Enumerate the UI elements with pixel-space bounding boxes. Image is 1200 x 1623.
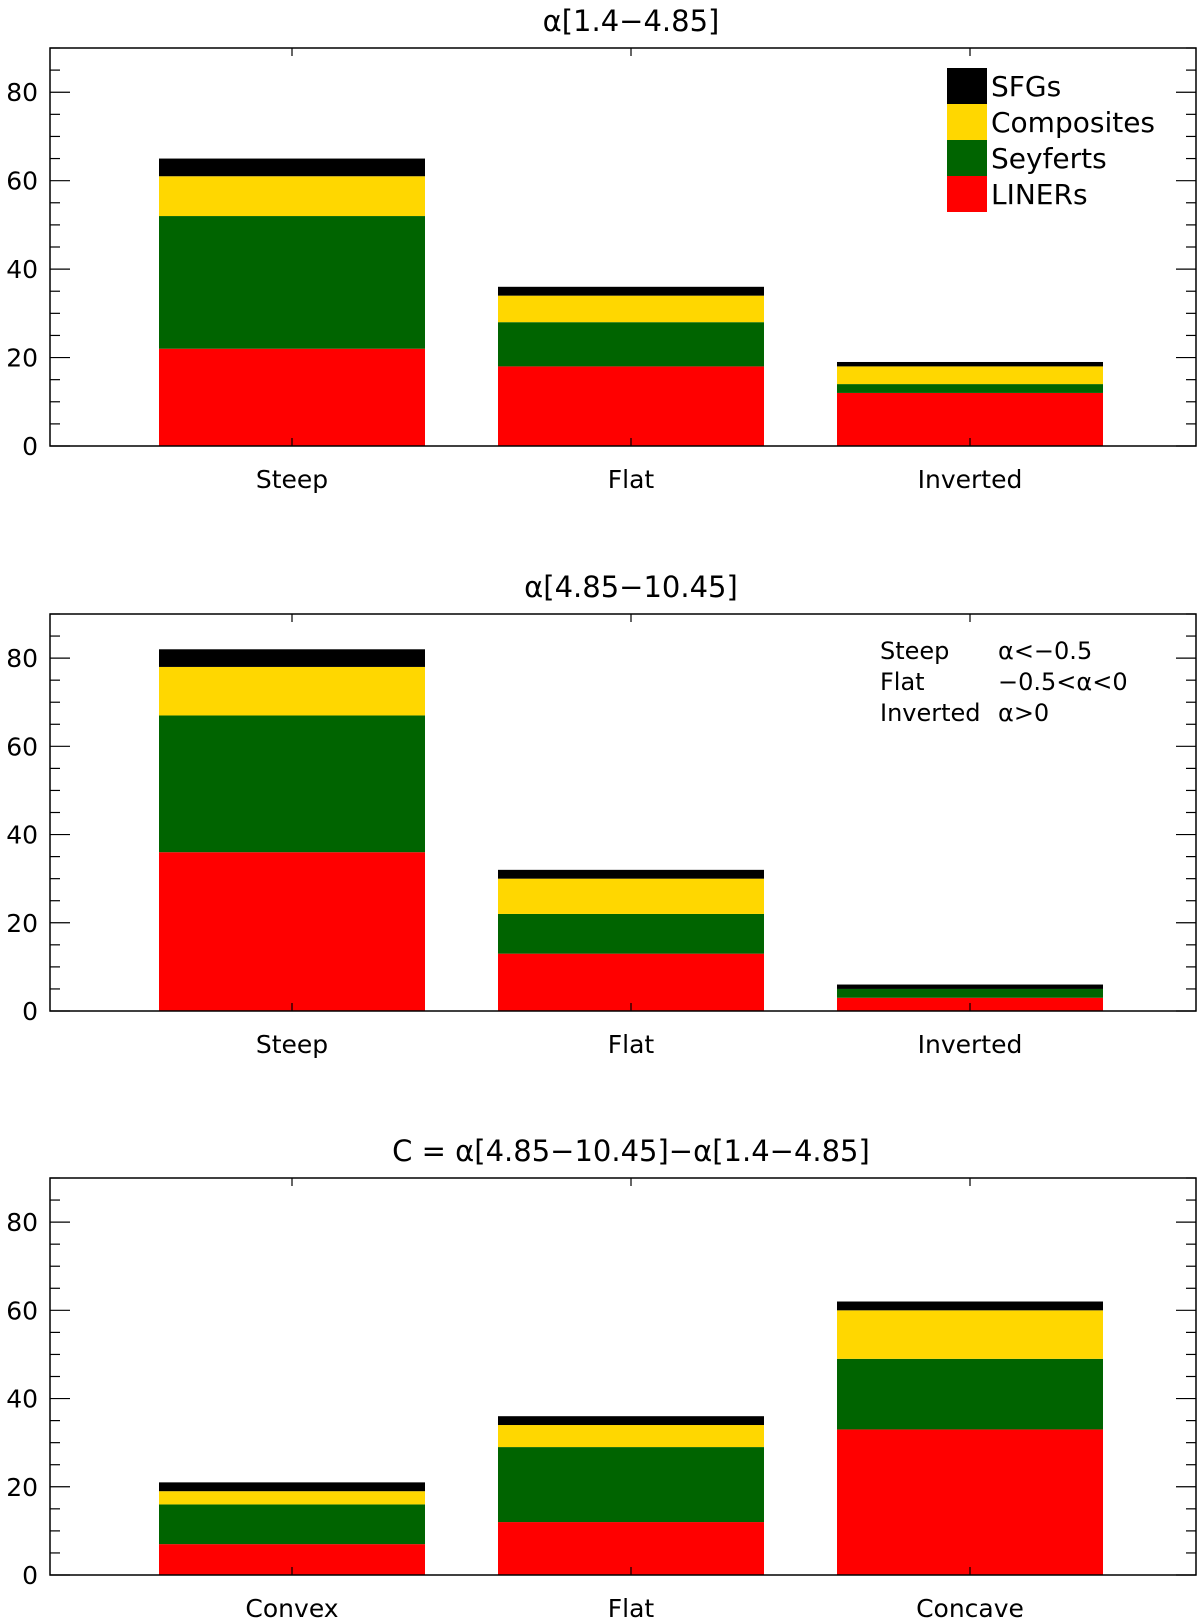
legend-swatch-sfgs bbox=[947, 68, 987, 104]
bar-segment-liners-steep bbox=[159, 852, 425, 1011]
y-tick-label: 60 bbox=[6, 732, 38, 761]
bar-segment-composites-flat bbox=[498, 1425, 764, 1448]
bar-segment-seyferts-flat bbox=[498, 913, 764, 954]
legend-swatch-seyferts bbox=[947, 140, 987, 176]
bar-segment-seyferts-concave bbox=[837, 1358, 1103, 1430]
y-tick-label: 40 bbox=[6, 1385, 38, 1414]
chart-panel-2: 0 20 40 60 80 Steep Flat Inverted α[4.85−10.45] bbox=[6, 570, 1197, 1059]
category-label-steep: Steep bbox=[256, 465, 328, 494]
definitions-note: Steep α<−0.5 Flat −0.5<α<0 Inverted α>0 bbox=[880, 637, 1128, 727]
bar-segment-liners-flat bbox=[498, 1522, 764, 1575]
bar-segment-seyferts-convex bbox=[159, 1504, 425, 1545]
note-name: Steep bbox=[880, 637, 949, 665]
legend-label-seyferts: Seyferts bbox=[991, 142, 1107, 175]
y-tick-label: 40 bbox=[6, 255, 38, 284]
legend-swatch-liners bbox=[947, 176, 987, 212]
note-condition: α<−0.5 bbox=[998, 637, 1092, 665]
category-label-flat: Flat bbox=[608, 1030, 655, 1059]
bar-segment-seyferts-flat bbox=[498, 1447, 764, 1523]
bar-segment-sfgs-steep bbox=[159, 649, 425, 667]
y-tick-label: 0 bbox=[22, 1561, 38, 1590]
bar-segment-seyferts-inverted bbox=[837, 384, 1103, 393]
chart-title: α[4.85−10.45] bbox=[524, 570, 738, 604]
bar-segment-sfgs-steep bbox=[159, 158, 425, 177]
bar-segment-composites-steep bbox=[159, 176, 425, 217]
y-tick-label: 80 bbox=[6, 644, 38, 673]
bar-segment-sfgs-flat bbox=[498, 869, 764, 879]
bar-segment-seyferts-steep bbox=[159, 715, 425, 853]
bar-segment-sfgs-flat bbox=[498, 1416, 764, 1426]
bar-segment-composites-concave bbox=[837, 1310, 1103, 1359]
category-label-concave: Concave bbox=[916, 1594, 1024, 1623]
chart-title: α[1.4−4.85] bbox=[543, 4, 720, 38]
y-tick-label: 20 bbox=[6, 909, 38, 938]
category-label-steep: Steep bbox=[256, 1030, 328, 1059]
bar-segment-seyferts-inverted bbox=[837, 988, 1103, 998]
bar-segment-sfgs-inverted bbox=[837, 984, 1103, 989]
note-condition: α>0 bbox=[998, 699, 1049, 727]
category-label-flat: Flat bbox=[608, 465, 655, 494]
legend-swatch-composites bbox=[947, 104, 987, 140]
category-label-convex: Convex bbox=[245, 1594, 338, 1623]
bar-segment-seyferts-steep bbox=[159, 216, 425, 349]
note-condition: −0.5<α<0 bbox=[998, 668, 1128, 696]
y-tick-label: 80 bbox=[6, 78, 38, 107]
note-name: Inverted bbox=[880, 699, 981, 727]
bar-segment-composites-inverted bbox=[837, 366, 1103, 385]
y-tick-label: 60 bbox=[6, 167, 38, 196]
y-tick-label: 80 bbox=[6, 1208, 38, 1237]
bar-segment-sfgs-convex bbox=[159, 1482, 425, 1492]
legend-label-sfgs: SFGs bbox=[991, 70, 1061, 103]
bar-segment-composites-steep bbox=[159, 666, 425, 716]
bar-segment-liners-concave bbox=[837, 1429, 1103, 1575]
y-tick-label: 20 bbox=[6, 344, 38, 373]
category-label-inverted: Inverted bbox=[918, 465, 1023, 494]
chart-panel-1: 0 20 40 60 80 Steep Flat Inverted α[1.4−4.85] bbox=[6, 4, 1197, 494]
bar-segment-sfgs-concave bbox=[837, 1301, 1103, 1311]
chart-panel-3: 0 20 40 60 80 Convex Flat Concave C = α[4.85−10.… bbox=[6, 1134, 1197, 1623]
bar-segment-liners-flat bbox=[498, 953, 764, 1011]
bar-segment-liners-inverted bbox=[837, 392, 1103, 446]
bar-segment-sfgs-flat bbox=[498, 286, 764, 296]
bar-segment-liners-flat bbox=[498, 366, 764, 446]
legend-label-composites: Composites bbox=[991, 106, 1155, 139]
bar-segment-composites-convex bbox=[159, 1491, 425, 1505]
category-label-inverted: Inverted bbox=[918, 1030, 1023, 1059]
y-tick-label: 0 bbox=[22, 997, 38, 1026]
y-tick-label: 60 bbox=[6, 1296, 38, 1325]
note-name: Flat bbox=[880, 668, 925, 696]
bar-segment-composites-flat bbox=[498, 878, 764, 914]
y-tick-label: 40 bbox=[6, 821, 38, 850]
y-tick-label: 20 bbox=[6, 1473, 38, 1502]
legend-label-liners: LINERs bbox=[991, 178, 1088, 211]
bar-segment-seyferts-flat bbox=[498, 322, 764, 367]
chart-title: C = α[4.85−10.45]−α[1.4−4.85] bbox=[392, 1134, 870, 1168]
bar-segment-liners-steep bbox=[159, 348, 425, 446]
bar-segment-composites-flat bbox=[498, 295, 764, 323]
bar-segment-sfgs-inverted bbox=[837, 361, 1103, 367]
category-label-flat: Flat bbox=[608, 1594, 655, 1623]
y-tick-label: 0 bbox=[22, 432, 38, 461]
